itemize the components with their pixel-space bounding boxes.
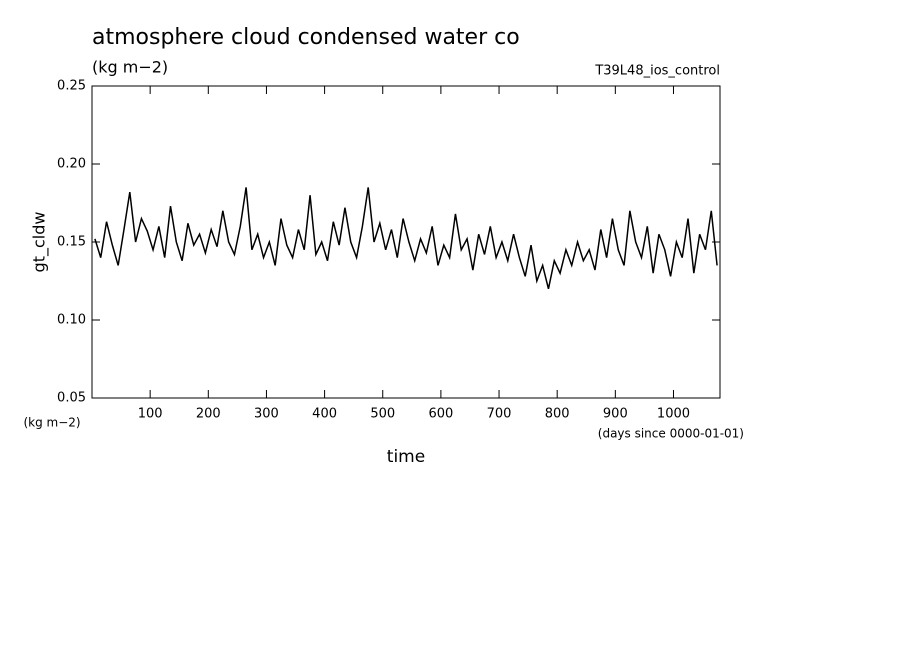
chart-title: atmosphere cloud condensed water co <box>92 25 520 50</box>
y-axis-unit: (kg m−2) <box>23 416 80 430</box>
x-tick-label: 500 <box>370 407 395 422</box>
y-tick-label: 0.25 <box>57 79 86 94</box>
y-tick-label: 0.20 <box>57 157 86 172</box>
x-tick-label: 200 <box>196 407 221 422</box>
y-tick-label: 0.15 <box>57 235 86 250</box>
x-tick-label: 300 <box>254 407 279 422</box>
x-tick-label: 900 <box>603 407 628 422</box>
x-axis-label: time <box>387 447 425 467</box>
experiment-label: T39L48_ios_control <box>594 64 720 79</box>
x-tick-label: 800 <box>545 407 570 422</box>
x-tick-label: 1000 <box>657 407 690 422</box>
data-line <box>94 187 718 289</box>
y-tick-label: 0.10 <box>57 313 86 328</box>
x-axis-unit: (days since 0000-01-01) <box>598 427 744 441</box>
chart-subtitle: (kg m−2) <box>92 58 168 77</box>
x-tick-label: 100 <box>138 407 163 422</box>
y-tick-label: 0.05 <box>57 391 86 406</box>
x-tick-label: 700 <box>487 407 512 422</box>
x-tick-label: 600 <box>428 407 453 422</box>
x-tick-label: 400 <box>312 407 337 422</box>
y-axis-label: gt_cldw <box>30 212 50 273</box>
